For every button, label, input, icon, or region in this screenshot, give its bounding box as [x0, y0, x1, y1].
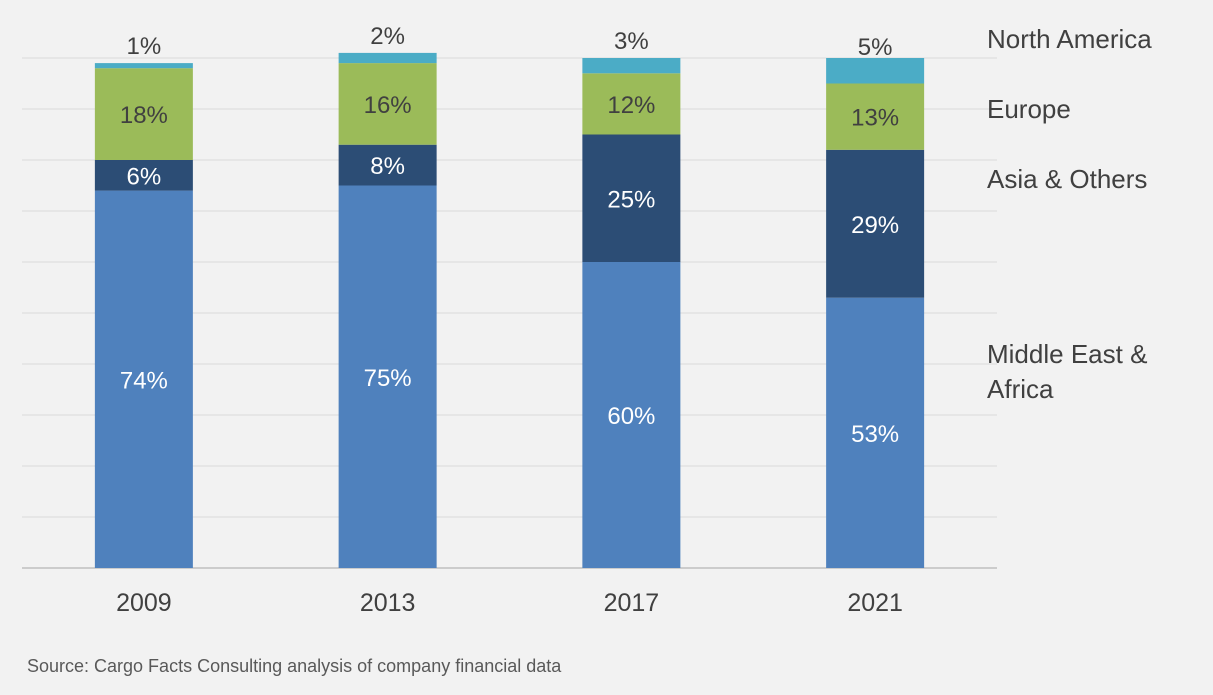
- bar-segment: [826, 149, 925, 298]
- data-label: 3%: [614, 28, 649, 55]
- bar-segment: [338, 144, 437, 186]
- data-label: 29%: [851, 212, 899, 239]
- data-label: 12%: [607, 92, 655, 119]
- x-tick-label: 2013: [360, 589, 416, 617]
- bar-segment: [582, 262, 681, 568]
- x-tick-label: 2009: [116, 589, 172, 617]
- bar-segment: [582, 58, 681, 74]
- data-label: 1%: [127, 33, 162, 60]
- legend-entry: Middle East &: [987, 339, 1147, 369]
- data-label: 5%: [858, 34, 893, 61]
- legend-entry: North America: [987, 24, 1152, 54]
- data-label: 25%: [607, 186, 655, 213]
- data-label: 60%: [607, 403, 655, 430]
- data-label: 8%: [370, 153, 405, 180]
- bar-segment: [582, 73, 681, 135]
- data-label: 75%: [364, 365, 412, 392]
- bar-segment: [94, 160, 193, 191]
- legend-entry: Europe: [987, 94, 1071, 124]
- data-label: 16%: [364, 92, 412, 119]
- bar-series: [94, 52, 925, 568]
- bar-segment: [94, 68, 193, 160]
- bar-segment: [826, 83, 925, 150]
- bar-segment: [826, 58, 925, 84]
- data-label: 18%: [120, 102, 168, 129]
- x-tick-label: 2017: [604, 589, 660, 617]
- data-label: 53%: [851, 421, 899, 448]
- data-label: 13%: [851, 105, 899, 132]
- bar-segment: [338, 52, 437, 64]
- bar-segment: [338, 185, 437, 568]
- bar-segment: [582, 134, 681, 262]
- bar-segment: [94, 190, 193, 568]
- data-label: 6%: [127, 163, 162, 190]
- bar-segment: [826, 297, 925, 568]
- data-labels: 74% 6% 18% 1% 75% 8% 16% 2% 60% 25% 12% 3% 53% 29% 13%…: [120, 23, 899, 448]
- data-label: 2%: [370, 23, 405, 50]
- x-axis-tick-labels: 2009 2013 2017 2021: [116, 589, 903, 617]
- bar-segment: [94, 63, 193, 69]
- data-label: 74%: [120, 367, 168, 394]
- legend-entry: Asia & Others: [987, 164, 1147, 194]
- x-tick-label: 2021: [847, 589, 903, 617]
- legend-entry: Africa: [987, 374, 1054, 404]
- bar-segment: [338, 63, 437, 145]
- source-note: Source: Cargo Facts Consulting analysis …: [27, 656, 562, 676]
- legend: Middle East & Africa Asia & Others Europe No…: [987, 24, 1152, 404]
